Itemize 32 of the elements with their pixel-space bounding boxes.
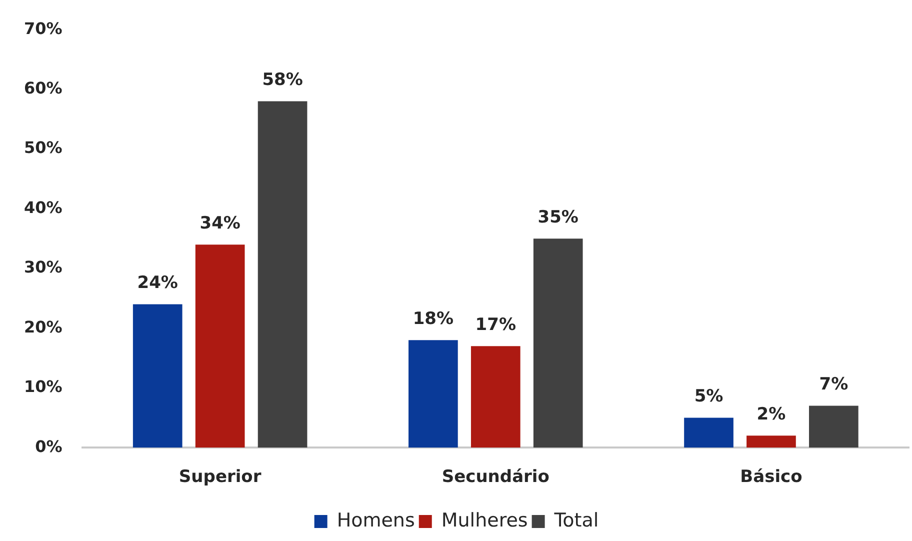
bar <box>195 244 245 448</box>
data-label: 34% <box>200 213 240 234</box>
data-label: 35% <box>538 208 578 228</box>
y-tick-label: 20% <box>24 317 62 336</box>
x-tick-label: Secundário <box>442 467 550 488</box>
y-tick-label: 60% <box>24 78 62 98</box>
y-tick-label: 30% <box>24 258 62 277</box>
data-label: 7% <box>819 374 848 395</box>
y-tick-label: 50% <box>24 138 62 158</box>
bar <box>809 406 858 448</box>
legend-label: Mulheres <box>441 509 528 532</box>
bar <box>746 436 796 448</box>
legend-label: Total <box>553 509 599 532</box>
data-label: 2% <box>756 404 786 425</box>
data-label: 5% <box>694 386 724 407</box>
y-tick-label: 10% <box>24 377 62 396</box>
y-tick-label: 40% <box>24 198 62 217</box>
data-label: 17% <box>475 315 516 336</box>
y-tick-label: 0% <box>35 436 62 456</box>
bar <box>132 304 182 448</box>
data-label: 24% <box>137 273 178 294</box>
data-label: 18% <box>412 309 454 330</box>
x-tick-label: Superior <box>178 467 262 488</box>
y-tick-label: 70% <box>24 18 62 38</box>
legend-label: Homens <box>336 509 415 532</box>
bar <box>684 418 734 448</box>
bar <box>408 340 458 448</box>
bar <box>258 101 308 448</box>
data-label: 58% <box>262 70 303 90</box>
bar <box>470 346 520 448</box>
x-tick-label: Básico <box>740 467 802 488</box>
bar <box>533 238 583 448</box>
